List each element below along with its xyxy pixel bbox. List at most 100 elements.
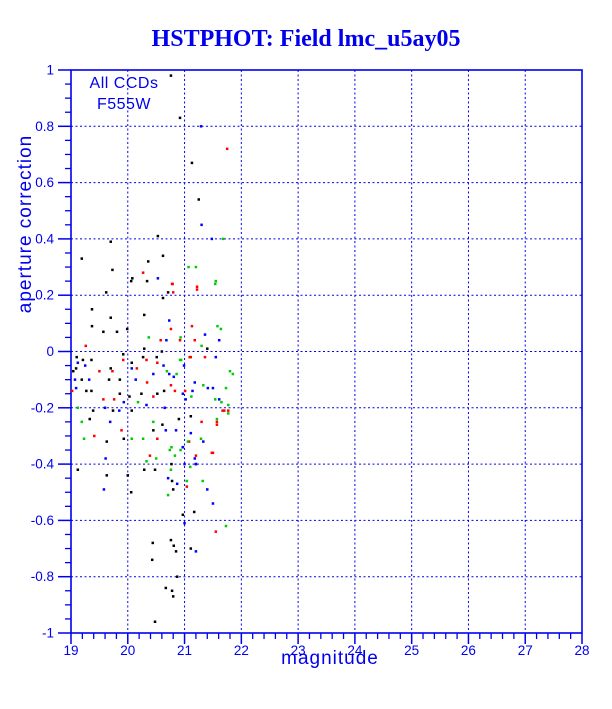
data-point-chip-1-black: [155, 355, 158, 359]
x-tick-label: 21: [177, 643, 192, 658]
data-point-chip-4-blue: [217, 398, 221, 401]
data-point-chip-1-black: [197, 198, 200, 201]
data-point-chip-3-green: [173, 454, 177, 457]
data-point-chip-4-blue: [152, 372, 155, 376]
data-point-chip-3-green: [154, 457, 158, 460]
data-point-chip-4-blue: [166, 476, 170, 480]
data-point-chip-4-blue: [87, 378, 91, 381]
data-point-chip-2-red: [223, 409, 226, 412]
data-point-chip-2-red: [190, 324, 194, 328]
data-point-chip-1-black: [90, 389, 93, 393]
data-point-chip-1-black: [126, 474, 130, 477]
data-point-chip-1-black: [131, 277, 134, 280]
data-point-chip-3-green: [214, 279, 218, 283]
data-point-chip-1-black: [151, 541, 155, 545]
data-point-chip-1-black: [142, 313, 146, 317]
data-point-chip-2-red: [210, 451, 214, 455]
data-point-chip-1-black: [170, 589, 174, 593]
data-point-chip-1-black: [161, 254, 165, 258]
y-tick-label: -0.4: [31, 457, 55, 472]
data-point-chip-3-green: [147, 336, 151, 339]
data-point-chip-2-red: [183, 389, 187, 393]
y-tick-label: 0.2: [35, 288, 54, 303]
data-point-chip-1-black: [81, 358, 85, 362]
data-point-chip-1-black: [181, 513, 185, 517]
data-point-chip-1-black: [118, 378, 122, 381]
data-point-chip-4-blue: [183, 521, 186, 525]
data-point-chip-2-red: [135, 367, 139, 370]
y-tick-label: 0.6: [35, 175, 54, 190]
data-point-chip-1-black: [177, 417, 181, 421]
y-tick-label: -0.6: [31, 513, 54, 528]
data-point-chip-4-blue: [206, 386, 210, 390]
data-point-chip-2-red: [171, 291, 175, 294]
data-point-chip-3-green: [220, 400, 223, 404]
data-point-chip-1-black: [206, 347, 209, 350]
x-tick-label: 24: [347, 643, 363, 658]
data-point-chip-2-red: [98, 369, 101, 373]
data-point-chip-2-red: [84, 344, 88, 348]
data-point-chip-3-green: [219, 327, 223, 331]
data-point-chip-3-green: [188, 465, 192, 469]
data-point-chip-2-red: [203, 355, 207, 359]
data-point-chip-3-green: [145, 460, 148, 463]
data-point-chip-3-green: [169, 468, 173, 471]
data-point-chip-1-black: [102, 330, 105, 334]
data-point-chip-2-red: [120, 429, 123, 432]
y-tick-label: -0.2: [31, 400, 54, 415]
data-point-chip-3-green: [221, 237, 225, 241]
y-tick-label: 0.4: [35, 231, 54, 246]
data-point-chip-2-red: [93, 434, 96, 438]
data-point-chip-2-red: [121, 358, 125, 362]
x-tick-label: 26: [461, 643, 476, 658]
data-point-chip-1-black: [115, 330, 119, 334]
data-point-chip-2-red: [145, 358, 148, 362]
data-point-chip-3-green: [194, 265, 198, 269]
annotation-block: All CCDs F555W: [76, 73, 172, 115]
data-point-chip-1-black: [166, 291, 170, 294]
data-point-chip-2-red: [215, 420, 219, 424]
data-point-chip-3-green: [141, 437, 145, 441]
data-point-chip-4-blue: [175, 482, 179, 486]
data-point-chip-1-black: [104, 291, 108, 294]
x-tick-label: 19: [63, 643, 78, 658]
data-point-chip-1-black: [142, 468, 146, 471]
data-point-chip-4-blue: [83, 364, 87, 367]
data-point-chip-1-black: [118, 392, 122, 395]
data-point-chip-3-green: [175, 372, 178, 376]
data-point-chip-1-black: [170, 479, 174, 483]
data-point-chip-2-red: [193, 338, 197, 342]
data-point-chip-2-red: [159, 338, 162, 342]
y-tick-label: -0.8: [31, 569, 54, 584]
data-point-chip-4-blue: [134, 378, 137, 381]
data-point-chip-1-black: [161, 423, 164, 426]
data-point-chip-4-blue: [200, 223, 203, 227]
data-point-chip-3-green: [224, 386, 228, 390]
data-point-chip-3-green: [170, 445, 173, 449]
data-point-chip-2-red: [178, 338, 182, 342]
data-point-chip-1-black: [85, 389, 88, 393]
data-point-chip-4-blue: [183, 462, 186, 466]
data-point-chip-4-blue: [118, 409, 121, 412]
data-point-chip-1-black: [74, 367, 78, 370]
data-point-chip-1-black: [129, 279, 133, 283]
data-point-chip-3-green: [165, 369, 169, 373]
data-point-chip-2-red: [227, 409, 230, 412]
data-point-chip-3-green: [202, 384, 205, 387]
data-point-chip-1-black: [153, 620, 157, 623]
data-point-chip-2-red: [188, 355, 191, 359]
data-point-chip-4-blue: [156, 277, 160, 280]
data-point-chip-2-red: [148, 454, 152, 457]
data-point-chip-3-green: [216, 324, 219, 328]
data-point-chip-4-blue: [206, 488, 209, 491]
data-point-chip-3-green: [227, 403, 230, 407]
data-point-chip-2-red: [173, 389, 177, 393]
data-point-chip-4-blue: [174, 429, 178, 432]
data-point-chip-3-green: [136, 400, 140, 404]
data-point-chip-1-black: [190, 161, 194, 165]
data-point-chip-1-black: [72, 369, 75, 373]
data-point-chip-2-red: [170, 282, 174, 286]
data-point-chip-3-green: [187, 265, 190, 269]
x-tick-label: 23: [291, 643, 306, 658]
